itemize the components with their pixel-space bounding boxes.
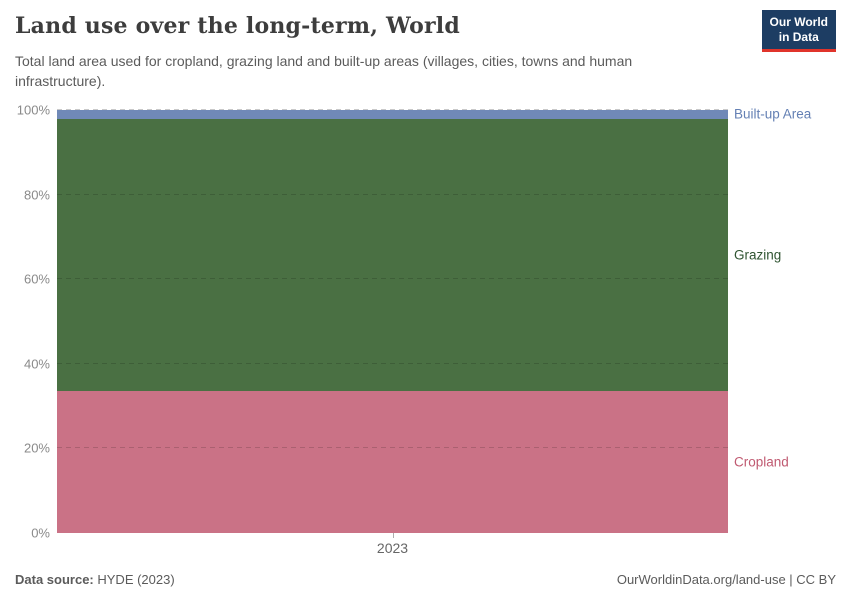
owid-logo[interactable]: Our World in Data	[761, 10, 836, 52]
y-tick-label: 40%	[23, 356, 50, 372]
area-bands	[57, 110, 728, 533]
data-source: Data source: HYDE (2023)	[15, 572, 175, 587]
chart-subtitle: Total land area used for cropland, grazi…	[15, 53, 633, 89]
area-built-up-area[interactable]	[57, 110, 728, 119]
y-tick-label: 100%	[16, 102, 50, 118]
x-axis-label: 2023	[376, 540, 409, 556]
owid-logo-line2: in Data	[778, 30, 819, 44]
stacked-area-plot[interactable]: 2023 Built-up Area Grazing Cropland 0% 20% 40…	[17, 104, 812, 557]
y-tick-label: 80%	[23, 187, 50, 203]
y-tick-label: 0%	[31, 525, 50, 541]
series-label-grazing[interactable]: Grazing	[734, 247, 782, 263]
y-tick-label: 60%	[23, 271, 50, 287]
chart-footer: Data source: HYDE (2023) OurWorldinData.…	[15, 572, 836, 587]
x-axis-tick	[392, 533, 394, 538]
data-source-label: Data source:	[15, 572, 94, 587]
series-label-cropland[interactable]: Cropland	[734, 454, 789, 470]
area-cropland[interactable]	[57, 390, 728, 533]
page-title: Land use over the long-term, World	[15, 13, 460, 39]
series-label-built-up-area[interactable]: Built-up Area	[734, 106, 812, 122]
data-source-value: HYDE (2023)	[97, 572, 175, 587]
credit-link[interactable]: OurWorldinData.org/land-use | CC BY	[616, 572, 836, 587]
area-grazing[interactable]	[57, 118, 728, 391]
y-tick-label: 20%	[23, 440, 50, 456]
owid-logo-line1: Our World	[769, 15, 828, 29]
